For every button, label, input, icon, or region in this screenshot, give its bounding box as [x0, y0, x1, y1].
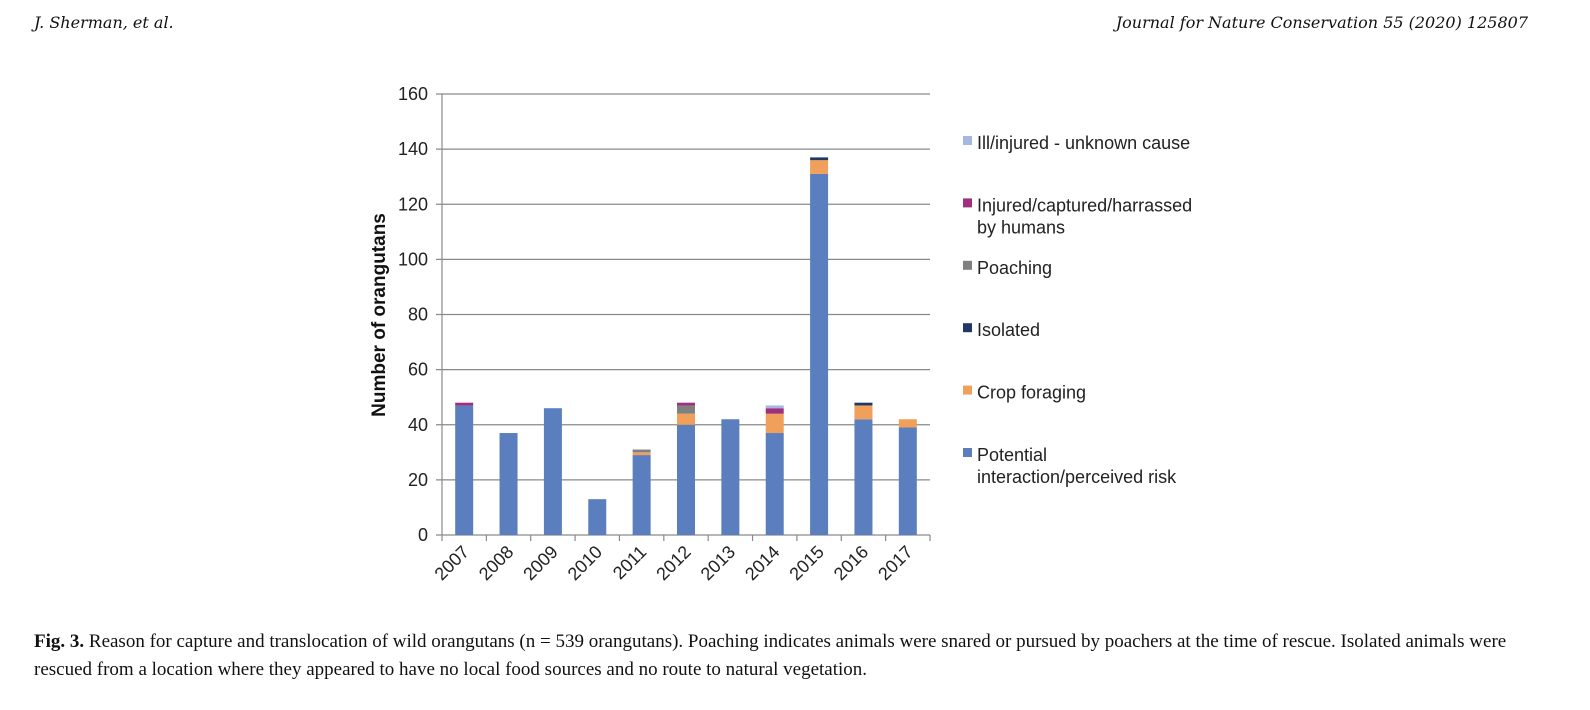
x-tick-label: 2009: [519, 542, 561, 584]
bar-segment: [455, 402, 474, 406]
legend-entry: Poaching: [963, 258, 1052, 278]
x-tick-label: 2010: [564, 542, 606, 584]
bar-segment: [677, 405, 695, 414]
bar-segment: [854, 402, 873, 406]
x-tick-label: 2013: [697, 542, 739, 584]
legend-label: Poaching: [977, 258, 1052, 278]
legend-swatch: [963, 323, 972, 333]
running-header-authors: J. Sherman, et al.: [34, 13, 174, 32]
x-tick-label: 2017: [874, 542, 916, 584]
y-tick-label: 60: [408, 360, 428, 380]
bar-segment: [632, 455, 651, 535]
y-tick-label: 120: [398, 194, 428, 214]
x-tick-labels: 2007 2008 2009 2010 2011 2012 2013 2014 2015 2016…: [431, 542, 917, 584]
legend-label: Potential: [977, 445, 1047, 465]
bar-segment: [677, 424, 695, 535]
bar-segment: [898, 419, 917, 428]
bar-segment: [721, 419, 740, 535]
legend: Ill/injured - unknown cause Injured/captu…: [963, 133, 1192, 487]
bar-segment: [455, 405, 474, 535]
y-tick-label: 40: [408, 415, 428, 435]
x-tick-label: 2011: [609, 542, 651, 584]
bar-segment: [854, 419, 873, 535]
x-tick-label: 2007: [431, 542, 473, 584]
bar-segment: [765, 408, 784, 414]
bar-segment: [854, 405, 873, 420]
axes: [441, 94, 931, 541]
bar-segment: [632, 449, 651, 453]
bar-segment: [632, 452, 651, 456]
bars: [455, 157, 917, 535]
y-tick-label: 100: [398, 249, 428, 269]
bar-segment: [765, 405, 784, 409]
x-tick-label: 2008: [475, 542, 517, 584]
caption-label: Fig. 3.: [34, 631, 85, 652]
legend-entry: Ill/injured - unknown cause: [963, 133, 1190, 153]
legend-label: Ill/injured - unknown cause: [977, 133, 1190, 153]
y-tick-label: 160: [398, 84, 428, 104]
bar-segment: [898, 427, 917, 535]
x-tick-label: 2015: [785, 542, 827, 584]
stacked-bar-chart: 2007 2008 2009 2010 2011 2012 2013 2014 2015 2016…: [369, 84, 1192, 584]
bar-segment: [677, 413, 695, 425]
bar-segment: [499, 433, 518, 535]
running-header-journal: Journal for Nature Conservation 55 (2020…: [1115, 13, 1528, 32]
bar-segment: [810, 160, 829, 174]
bar-segment: [765, 433, 784, 535]
legend-entry: Crop foraging: [963, 383, 1086, 403]
legend-label: Crop foraging: [977, 383, 1086, 403]
bar-segment: [810, 173, 829, 535]
legend-label: by humans: [977, 217, 1065, 237]
bar-segment: [765, 413, 784, 434]
x-tick-label: 2014: [741, 542, 783, 584]
bar-segment: [810, 157, 829, 161]
x-tick-label: 2012: [652, 542, 694, 584]
y-axis-label: Number of orangutans: [369, 213, 390, 417]
legend-label: interaction/perceived risk: [977, 467, 1177, 487]
bar-segment: [588, 499, 607, 535]
bar-segment: [677, 402, 695, 406]
y-tick-labels: 0 20 40 60 80 100 120 140 160: [398, 84, 428, 545]
legend-swatch: [963, 198, 972, 208]
legend-swatch: [963, 385, 972, 395]
legend-swatch: [963, 448, 972, 457]
y-tick-label: 80: [408, 305, 428, 325]
y-tick-label: 0: [418, 525, 428, 545]
y-tick-label: 20: [408, 470, 428, 490]
caption-text: Reason for capture and translocation of …: [34, 631, 1507, 680]
y-tick-label: 140: [398, 139, 428, 159]
legend-entry: Isolated: [963, 320, 1040, 340]
legend-label: Isolated: [977, 320, 1040, 340]
legend-swatch: [963, 136, 972, 145]
figure-caption: Fig. 3. Reason for capture and transloca…: [34, 628, 1534, 684]
legend-swatch: [963, 260, 972, 270]
legend-label: Injured/captured/harrassed: [977, 195, 1192, 215]
x-tick-label: 2016: [830, 542, 872, 584]
bar-segment: [543, 408, 562, 535]
grid-lines: [436, 93, 930, 536]
